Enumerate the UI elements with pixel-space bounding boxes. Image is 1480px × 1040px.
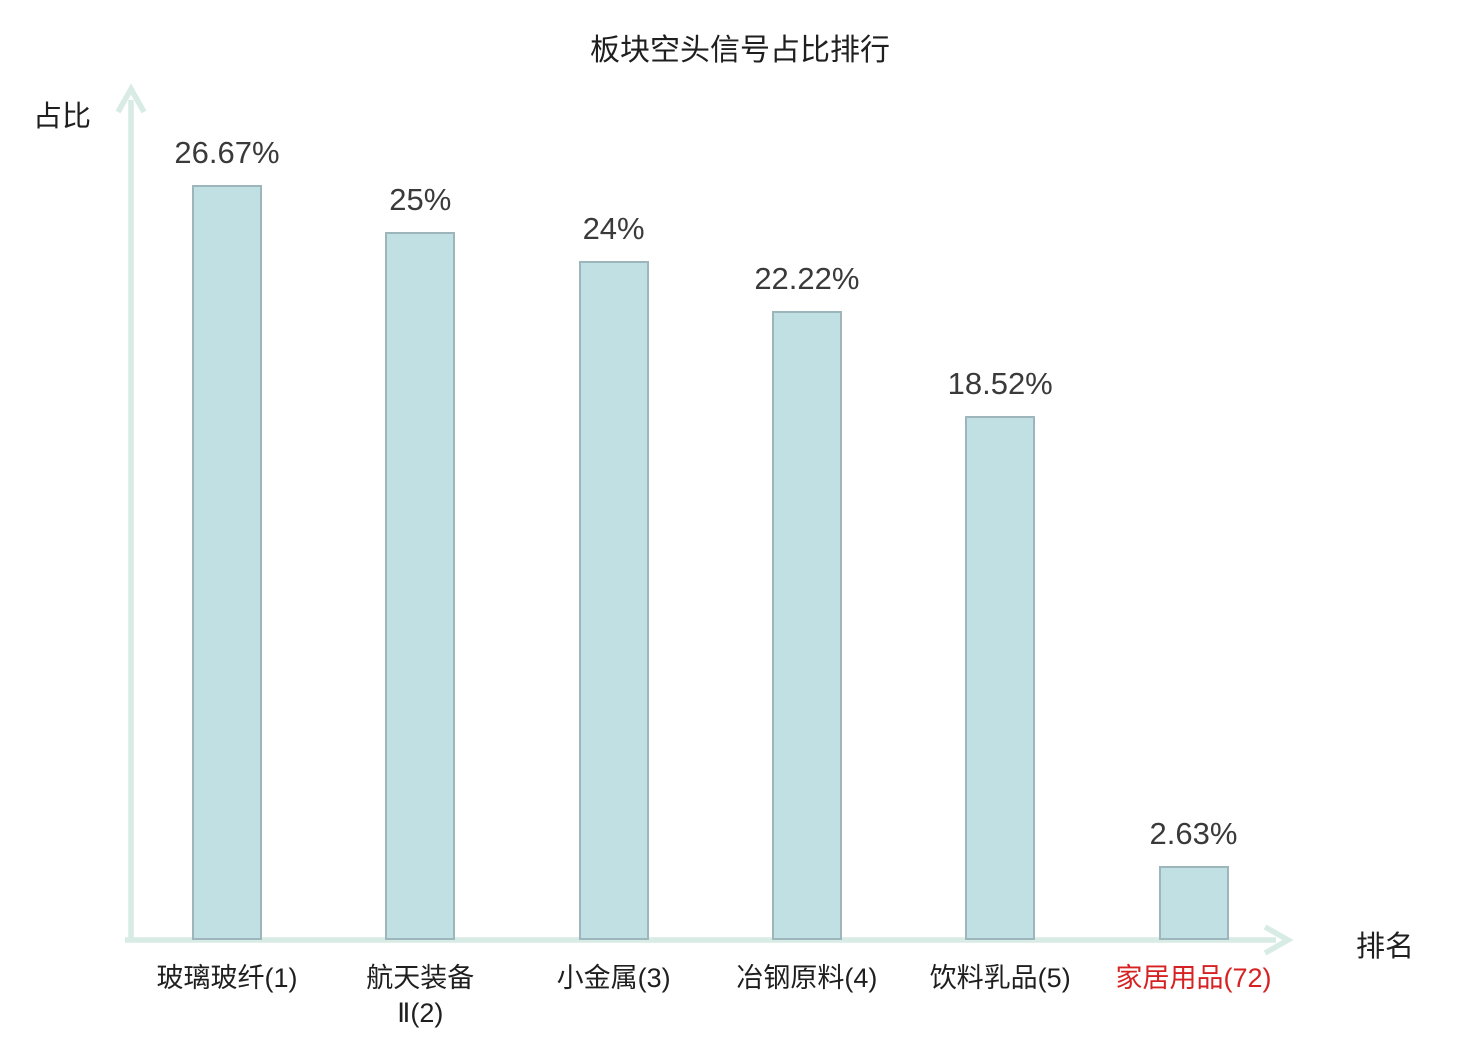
bar-value-label: 25% — [389, 182, 452, 217]
bar-4 — [771, 311, 842, 940]
bar-category-label: 饮料乳品(5) — [929, 963, 1071, 993]
bar-5 — [965, 416, 1036, 940]
y-axis-line — [115, 83, 147, 941]
bar-value-label: 26.67% — [174, 135, 280, 170]
bar-category-label: 家居用品(72) — [1115, 963, 1272, 993]
bar-category-label: 小金属(3) — [556, 963, 671, 993]
bar-value-label: 2.63% — [1149, 816, 1238, 851]
bar-3 — [578, 261, 649, 940]
bar-category-label: 冶钢原料(4) — [736, 963, 878, 993]
x-axis-line — [125, 924, 1294, 956]
bar-value-label: 18.52% — [947, 366, 1053, 401]
bar-category-label: 航天装备 Ⅱ(2) — [366, 963, 475, 1028]
bar-1 — [192, 185, 262, 940]
bar-6 — [1158, 866, 1229, 940]
bar-value-label: 22.22% — [754, 261, 860, 296]
chart-title: 板块空头信号占比排行 — [590, 34, 890, 67]
bar-category-label: 玻璃玻纤(1) — [156, 963, 298, 993]
x-axis-label: 排名 — [1356, 931, 1415, 963]
bar-2 — [385, 232, 456, 940]
y-axis-label: 占比 — [33, 101, 92, 133]
bar-value-label: 24% — [582, 211, 645, 246]
